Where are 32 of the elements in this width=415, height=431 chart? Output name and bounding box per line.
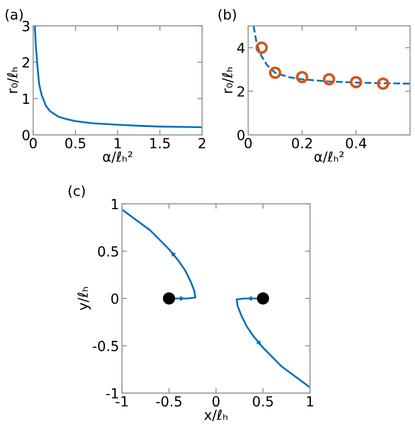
y-tick-label: 0 xyxy=(237,130,244,140)
x-tick-label: 0 xyxy=(212,396,220,407)
x-tick-label: 2 xyxy=(198,138,206,148)
y-tick-label: -0.5 xyxy=(92,340,118,352)
y-tick-label: 1 xyxy=(112,199,118,210)
x-axis-title: α/ℓₕ² xyxy=(103,151,132,163)
x-axis-title: α/ℓₕ² xyxy=(314,151,344,163)
x-tick-label: 0.5 xyxy=(252,396,273,407)
y-axis-title: r₀/ℓₕ xyxy=(222,68,234,93)
y-tick-label: 0.5 xyxy=(98,246,118,257)
x-tick-label: 0 xyxy=(244,138,252,148)
x-tick-label: 0.4 xyxy=(346,138,366,148)
y-tick-label: 0 xyxy=(22,130,30,140)
chart-title: (b) xyxy=(218,8,236,22)
y-tick-label: 2 xyxy=(22,57,30,68)
x-tick-label: -0.5 xyxy=(156,396,182,407)
y-tick-label: 1 xyxy=(23,94,30,104)
x-tick-label: 0.5 xyxy=(65,138,86,148)
y-tick-label: 4 xyxy=(237,42,245,53)
y-axis-title: y/ℓₕ xyxy=(78,287,91,310)
y-tick-label: 0 xyxy=(111,293,118,304)
y-tick-label: 2 xyxy=(238,86,244,97)
chart-title: (c) xyxy=(68,185,85,198)
chart-title: (a) xyxy=(6,8,23,22)
x-tick-label: 0.2 xyxy=(292,138,312,148)
x-tick-label: 1.5 xyxy=(150,138,170,148)
y-axis-title: r₀/ℓₕ xyxy=(7,68,19,93)
x-axis-title: x/ℓₕ xyxy=(204,410,228,422)
x-tick-label: 1 xyxy=(307,396,314,406)
x-tick-label: 0 xyxy=(30,138,37,148)
y-tick-label: 3 xyxy=(22,20,30,32)
y-tick-label: -1 xyxy=(106,388,118,398)
